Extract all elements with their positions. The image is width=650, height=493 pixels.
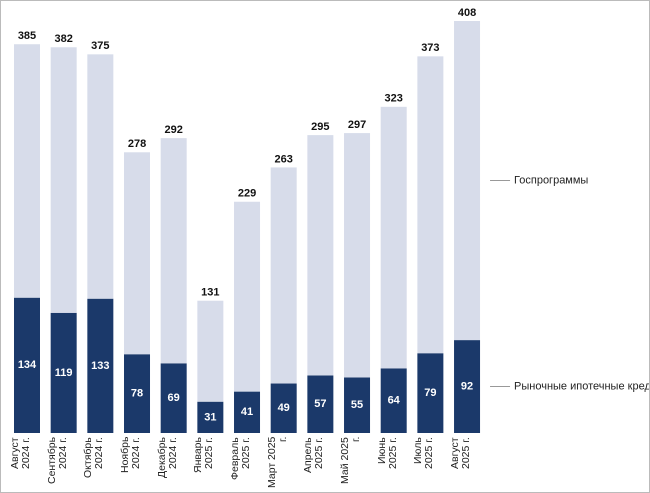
value-label: 92: [461, 380, 473, 392]
bar-segment: [344, 133, 371, 378]
total-label: 278: [128, 138, 146, 150]
bar-segment: [454, 340, 481, 433]
total-label: 385: [18, 30, 36, 42]
x-tick-label: Апрель 2025 г.: [302, 437, 326, 473]
bar-segment: [380, 106, 407, 369]
total-label: 292: [165, 124, 183, 136]
bar-segment: [197, 401, 224, 433]
value-label: 119: [55, 367, 73, 379]
total-label: 229: [238, 188, 256, 200]
total-label: 323: [385, 93, 403, 105]
x-tick-label: Сентябрь 2024 г.: [45, 437, 69, 485]
bar-segment: [197, 300, 224, 402]
bar-segment: [124, 152, 151, 355]
bar-segment: [14, 297, 40, 433]
bar-segment: [307, 135, 334, 376]
total-label: 263: [275, 153, 293, 165]
legend-label: Госпрограммы: [514, 174, 588, 186]
bar-segment: [380, 368, 407, 433]
total-label: 131: [201, 287, 219, 299]
bar-segment: [417, 56, 444, 354]
bar-segment: [50, 47, 77, 313]
bar-segment: [87, 298, 114, 433]
value-label: 78: [131, 388, 143, 400]
bar-segment: [307, 375, 334, 433]
bar-segment: [160, 363, 187, 433]
total-label: 373: [421, 42, 439, 54]
bar-segment: [124, 354, 151, 433]
bar-segment: [417, 353, 444, 433]
x-tick-label: Август 2025 г.: [449, 437, 473, 469]
x-tick-label: Декабрь 2024 г.: [155, 437, 179, 478]
value-label: 64: [388, 395, 401, 407]
value-label: 69: [168, 392, 180, 404]
legend-label: Рыночные ипотечные кредиты: [514, 380, 649, 392]
bar-segment: [234, 201, 261, 392]
x-tick-label: Май 2025 г.: [339, 437, 363, 484]
total-label: 382: [54, 33, 72, 45]
bar-segment: [87, 54, 114, 299]
x-tick-label: Январь 2025 г.: [192, 437, 216, 473]
bar-segment: [160, 138, 187, 364]
bar-segment: [270, 167, 297, 384]
x-tick-label: Февраль 2025 г.: [229, 437, 253, 480]
value-label: 49: [278, 402, 290, 414]
value-label: 134: [18, 359, 37, 371]
bar-segment: [14, 44, 40, 298]
x-tick-label: Октябрь 2024 г.: [82, 437, 106, 478]
x-tick-label: Июнь 2025 г.: [375, 437, 399, 469]
x-tick-label: Июль 2025 г.: [412, 437, 436, 469]
value-label: 133: [91, 360, 109, 372]
bar-segment: [344, 377, 371, 433]
bar-segment: [50, 312, 77, 433]
x-tick-label: Ноябрь 2024 г.: [119, 437, 142, 474]
bar-segment: [454, 21, 481, 341]
total-label: 375: [91, 40, 109, 52]
value-label: 57: [314, 398, 326, 410]
total-label: 297: [348, 119, 366, 131]
x-tick-label: Март 2025 г.: [265, 437, 289, 489]
value-label: 31: [204, 411, 216, 423]
bar-segment: [234, 391, 261, 433]
value-label: 79: [424, 387, 436, 399]
total-label: 295: [311, 121, 329, 133]
value-label: 55: [351, 399, 363, 411]
x-tick-label: Август 2024 г.: [9, 437, 32, 469]
bar-segment: [270, 383, 297, 433]
total-label: 408: [458, 7, 476, 19]
value-label: 41: [241, 406, 253, 418]
